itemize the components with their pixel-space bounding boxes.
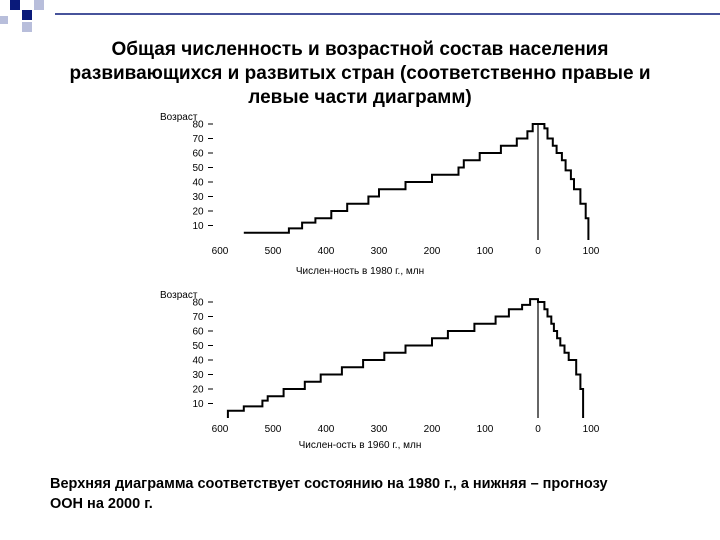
x-tick-label: 100 [477,424,494,435]
x-tick-label: 100 [477,246,494,257]
x-tick-label: 500 [265,424,282,435]
y-tick-label: 80 [192,298,204,309]
x-tick-label: 400 [318,424,335,435]
y-tick-label: 10 [192,221,204,232]
x-tick-label: 600 [212,424,229,435]
y-axis-label: Возраст [160,112,198,123]
y-tick-label: 30 [192,192,204,203]
series-line [243,123,590,240]
title-line: Общая численность и возрастной состав на… [111,39,609,60]
y-tick-label: 70 [192,312,204,323]
corner-decoration [0,0,720,32]
x-tick-label: 500 [265,246,282,257]
x-tick-label: 0 [535,246,541,257]
x-tick-label: 100 [583,246,600,257]
y-tick-label: 60 [192,149,204,160]
slide-caption: Верхняя диаграмма соответствует состояни… [50,474,690,514]
y-tick-label: 50 [192,163,204,174]
chart-svg: Возраст 80 70 60 50 40 30 20 10 600 500 400 300 200… [160,112,600,277]
y-tick-label: 80 [192,120,204,131]
y-tick-label: 20 [192,207,204,218]
title-line: развивающихся и развитых стран (соответс… [69,63,651,84]
y-tick-label: 50 [192,341,204,352]
chart-svg: Возраст 80 70 60 50 40 30 20 10 600 500 400 300 200… [160,290,600,451]
x-tick-label: 600 [212,246,229,257]
x-tick-label: 100 [583,424,600,435]
title-line: левые части диаграмм) [248,87,472,108]
x-tick-label: 400 [318,246,335,257]
y-tick-label: 20 [192,385,204,396]
slide-title: Общая численность и возрастной состав на… [40,38,680,110]
series-line [226,298,585,418]
population-pyramid-2000: Возраст 80 70 60 50 40 30 20 10 600 500 400 300 200… [150,286,610,466]
x-tick-label: 200 [424,424,441,435]
caption-line: Верхняя диаграмма соответствует состояни… [50,476,608,492]
y-tick-label: 10 [192,399,204,410]
caption-line: ООН на 2000 г. [50,496,153,512]
y-tick-label: 70 [192,134,204,145]
y-axis-label: Возраст [160,290,198,301]
x-axis-label: Числен-ость в 1960 г., млн [299,440,422,451]
x-tick-label: 300 [371,246,388,257]
y-tick-label: 60 [192,327,204,338]
x-axis-label: Числен-ность в 1980 г., млн [296,266,424,277]
population-pyramid-1980: Возраст 80 70 60 50 40 30 20 10 600 500 400 300 200… [150,108,610,288]
y-tick-label: 40 [192,356,204,367]
x-tick-label: 200 [424,246,441,257]
x-tick-label: 300 [371,424,388,435]
x-tick-label: 0 [535,424,541,435]
y-tick-label: 40 [192,178,204,189]
y-tick-label: 30 [192,370,204,381]
